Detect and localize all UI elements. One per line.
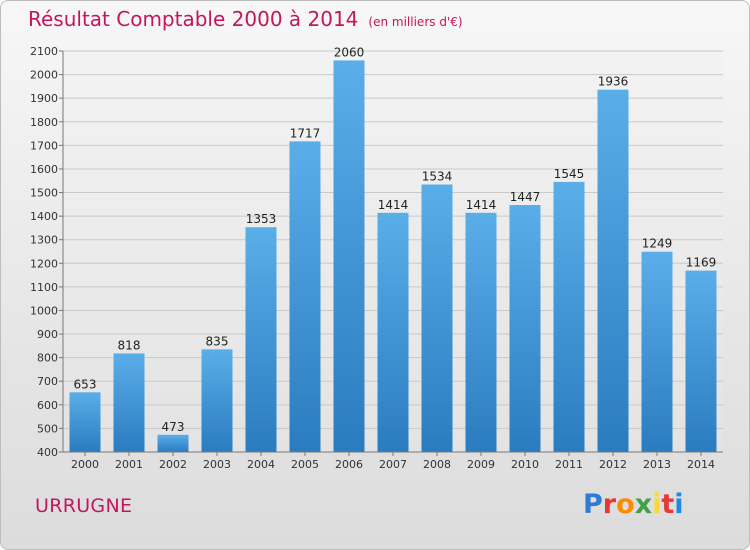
brand-logo-letter: x bbox=[634, 489, 653, 520]
bar-value-label: 653 bbox=[74, 377, 97, 391]
bar bbox=[377, 212, 409, 452]
brand-logo-letter: i bbox=[674, 489, 684, 520]
brand-logo-letter: o bbox=[616, 489, 635, 520]
brand-logo-letter: r bbox=[602, 489, 617, 520]
bar bbox=[553, 181, 585, 452]
bar bbox=[201, 349, 233, 452]
bar bbox=[245, 227, 277, 452]
bar-value-label: 2060 bbox=[334, 45, 365, 59]
bar-value-label: 1249 bbox=[642, 237, 673, 251]
x-tick-label: 2000 bbox=[71, 458, 99, 471]
chart-title: Résultat Comptable 2000 à 2014 bbox=[28, 7, 359, 31]
y-tick-label: 800 bbox=[37, 352, 58, 365]
x-tick-label: 2011 bbox=[555, 458, 583, 471]
bar bbox=[333, 60, 365, 452]
brand-logo-letter: P bbox=[583, 489, 603, 520]
bar-value-label: 1717 bbox=[290, 126, 321, 140]
chart-subtitle: (en milliers d'€) bbox=[368, 15, 463, 29]
x-tick-label: 2010 bbox=[511, 458, 539, 471]
bar-value-label: 1414 bbox=[378, 198, 409, 212]
y-tick-label: 1600 bbox=[30, 163, 58, 176]
x-tick-label: 2012 bbox=[599, 458, 627, 471]
x-tick-label: 2013 bbox=[643, 458, 671, 471]
bar-value-label: 818 bbox=[118, 338, 141, 352]
bar-value-label: 1534 bbox=[422, 170, 453, 184]
bar bbox=[289, 141, 321, 452]
bar bbox=[509, 205, 541, 452]
bar-value-label: 473 bbox=[162, 420, 185, 434]
bar-value-label: 835 bbox=[206, 334, 229, 348]
bar bbox=[641, 251, 673, 452]
x-tick-label: 2002 bbox=[159, 458, 187, 471]
bar bbox=[597, 89, 629, 453]
ticks-layer: 400 500 600 700 800 900 1000 1100 1200 1300 1400 15… bbox=[30, 45, 723, 471]
brand-logo: Proxiti bbox=[583, 489, 684, 520]
x-tick-label: 2003 bbox=[203, 458, 231, 471]
bar bbox=[685, 270, 717, 452]
bar bbox=[465, 212, 497, 452]
y-tick-label: 400 bbox=[37, 446, 58, 459]
y-tick-label: 1500 bbox=[30, 187, 58, 200]
bar bbox=[69, 392, 101, 452]
bar-value-label: 1545 bbox=[554, 167, 585, 181]
x-tick-label: 2005 bbox=[291, 458, 319, 471]
y-tick-label: 2000 bbox=[30, 69, 58, 82]
x-tick-label: 2007 bbox=[379, 458, 407, 471]
y-tick-label: 1700 bbox=[30, 139, 58, 152]
bar-value-label: 1353 bbox=[246, 212, 277, 226]
commune-label: URRUGNE bbox=[35, 495, 133, 517]
bar-value-label: 1169 bbox=[686, 256, 717, 270]
x-tick-label: 2001 bbox=[115, 458, 143, 471]
x-tick-label: 2006 bbox=[335, 458, 363, 471]
title-row: Résultat Comptable 2000 à 2014 (en millie… bbox=[28, 7, 463, 31]
y-tick-label: 1100 bbox=[30, 281, 58, 294]
y-tick-label: 1300 bbox=[30, 234, 58, 247]
bar-value-label: 1936 bbox=[598, 75, 629, 89]
bar bbox=[421, 184, 453, 453]
y-tick-label: 900 bbox=[37, 328, 58, 341]
x-tick-label: 2014 bbox=[687, 458, 715, 471]
bar bbox=[113, 353, 145, 452]
y-tick-label: 1800 bbox=[30, 116, 58, 129]
x-tick-label: 2008 bbox=[423, 458, 451, 471]
brand-logo-letter: t bbox=[661, 489, 675, 520]
y-tick-label: 700 bbox=[37, 375, 58, 388]
y-tick-label: 1200 bbox=[30, 257, 58, 270]
bar bbox=[157, 434, 189, 452]
bar-value-label: 1414 bbox=[466, 198, 497, 212]
bar-value-label: 1447 bbox=[510, 190, 541, 204]
y-tick-label: 1400 bbox=[30, 210, 58, 223]
brand-logo-letter: i bbox=[652, 489, 662, 520]
y-tick-label: 1900 bbox=[30, 92, 58, 105]
bars-layer: 653 818 473 835 1353 1717 2060 1414 1534 1414 1447… bbox=[69, 45, 717, 453]
y-tick-label: 500 bbox=[37, 422, 58, 435]
x-tick-label: 2004 bbox=[247, 458, 275, 471]
y-tick-label: 2100 bbox=[30, 45, 58, 58]
y-tick-label: 1000 bbox=[30, 304, 58, 317]
y-tick-label: 600 bbox=[37, 399, 58, 412]
x-tick-label: 2009 bbox=[467, 458, 495, 471]
